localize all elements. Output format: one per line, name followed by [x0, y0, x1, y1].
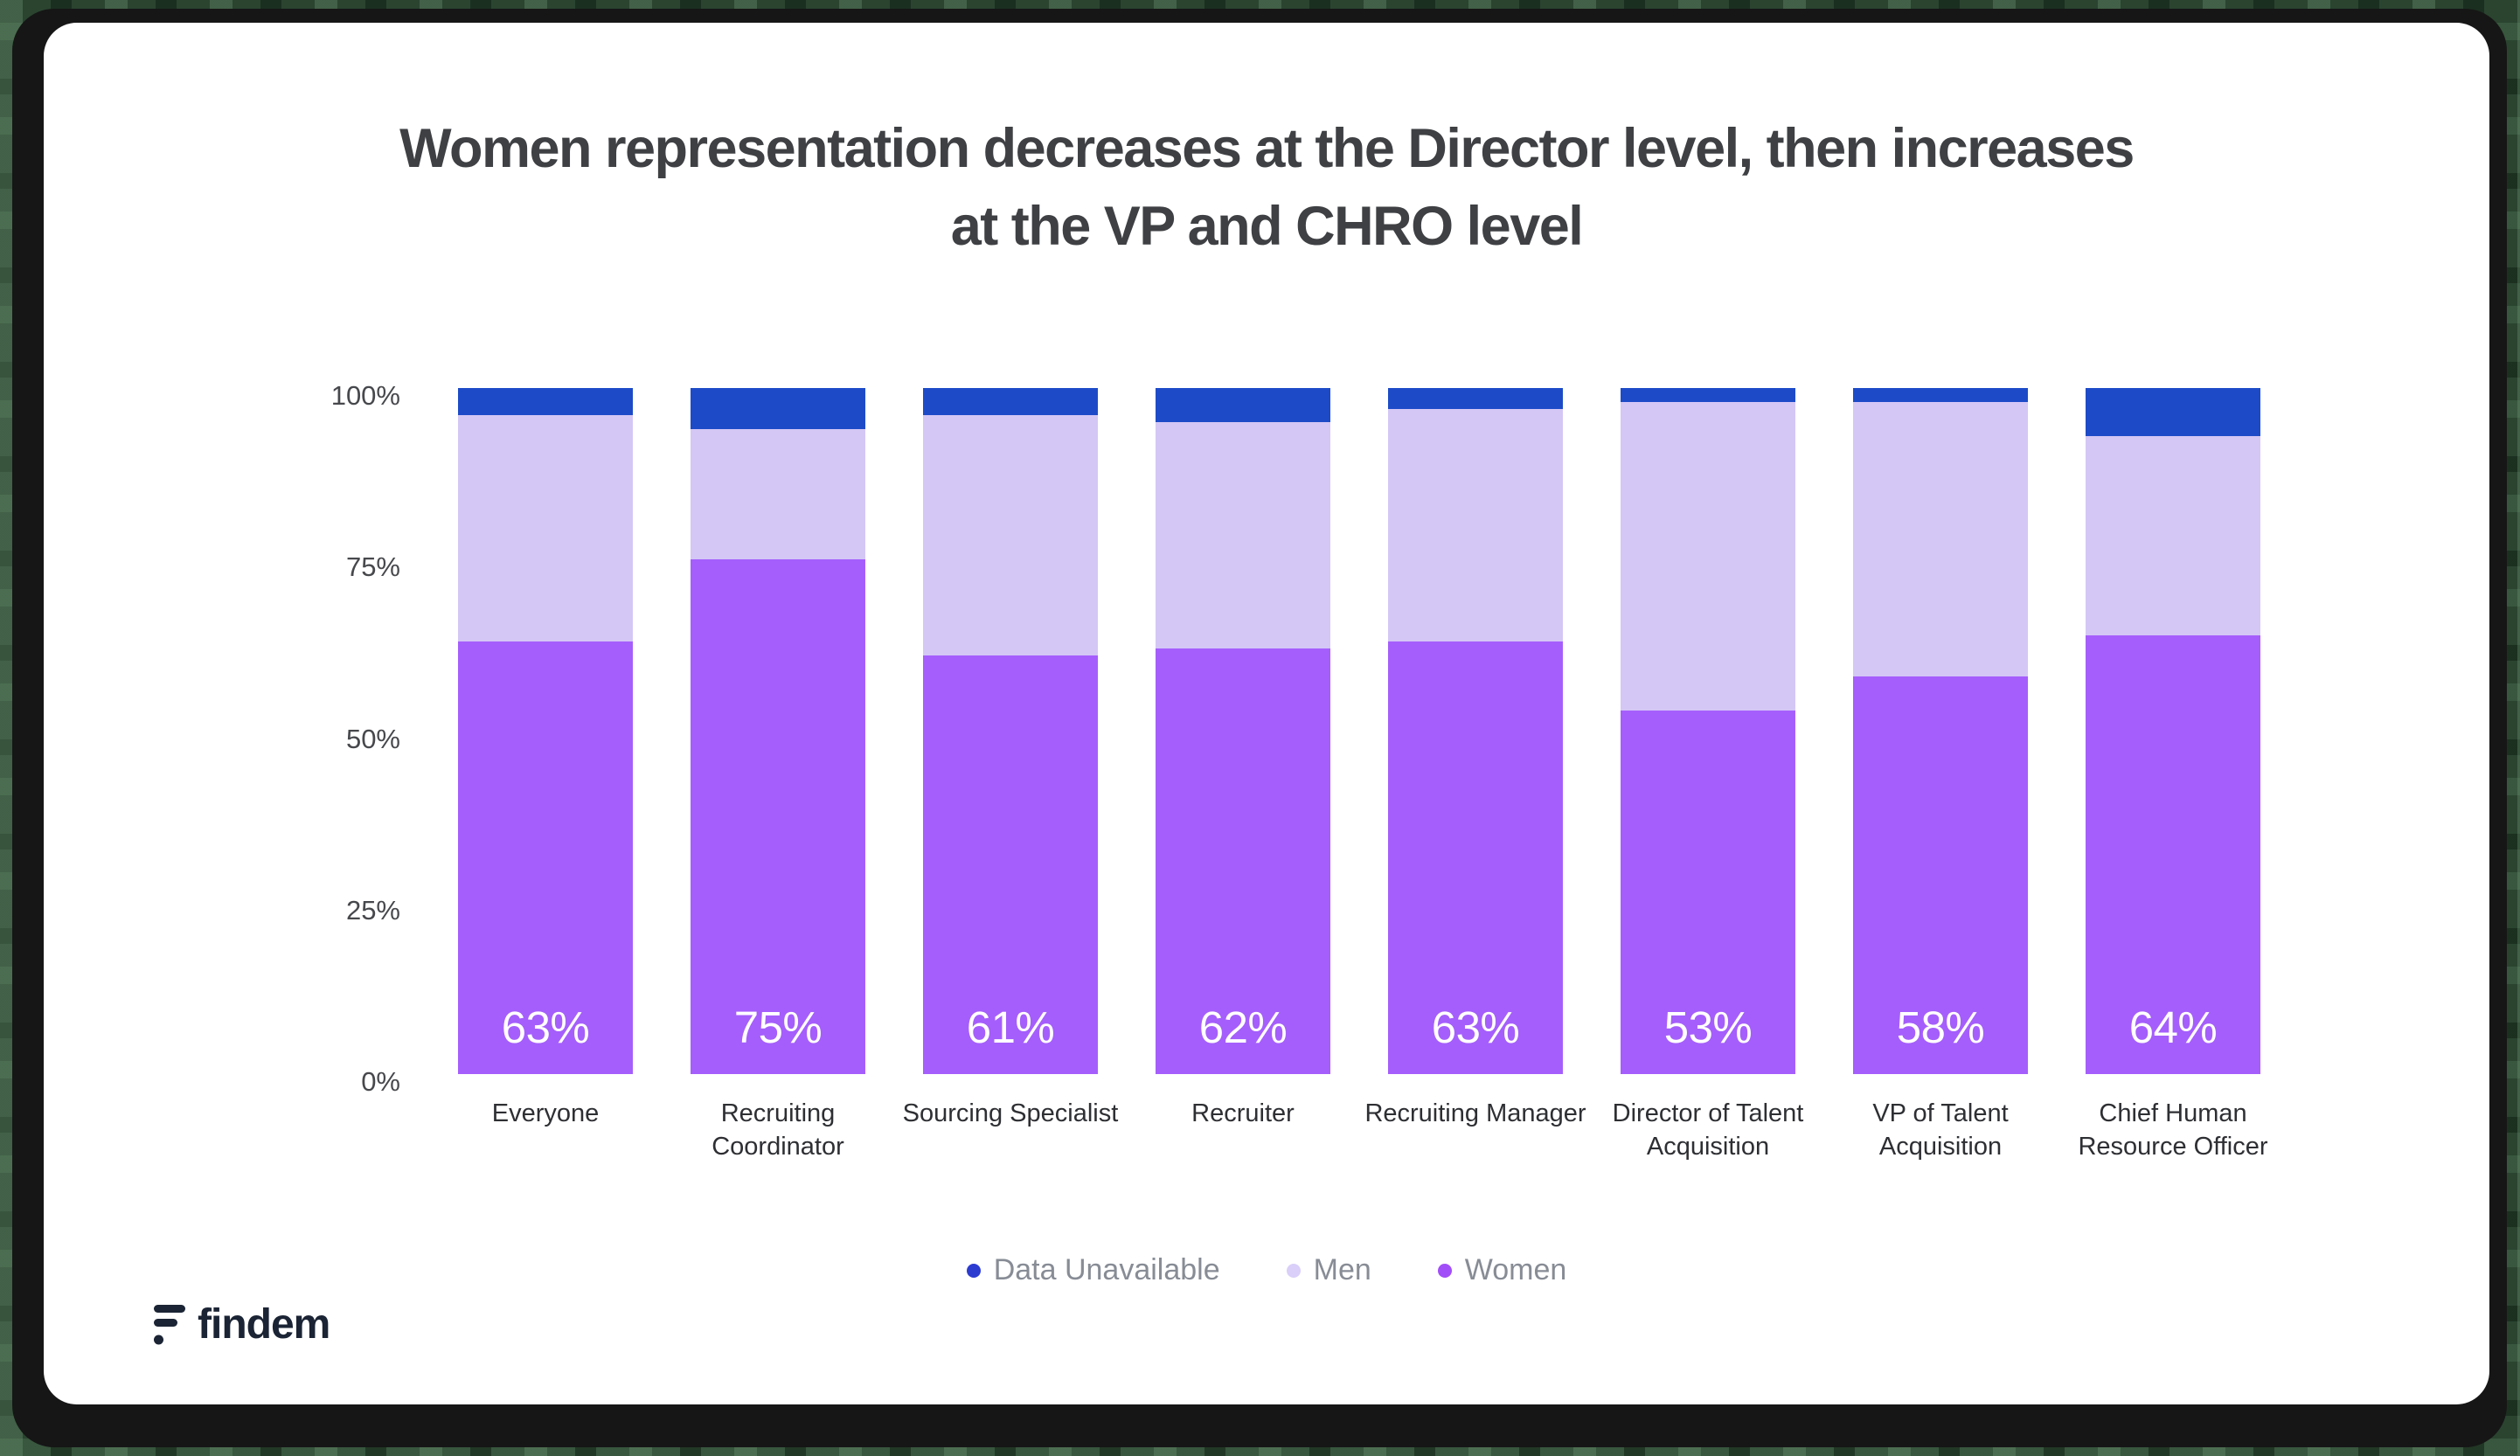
brand-lockup: findem: [154, 1300, 330, 1349]
segment-men-recruiting-manager: [1388, 408, 1563, 642]
bars-container: 63% Everyone 75% Recruiting Coordinator 61% S…: [458, 388, 2268, 1161]
segment-unavailable-everyone: [458, 388, 633, 416]
bar-director-of-talent-acquisition: 53% Director of Talent Acquisition: [1613, 388, 1803, 1161]
bar-value-label-everyone: 63%: [501, 1002, 590, 1052]
segment-women-sourcing-specialist: [923, 655, 1098, 1074]
segment-women-recruiting-manager: [1388, 641, 1563, 1074]
y-tick-100: 100%: [330, 380, 400, 411]
y-tick-50: 50%: [345, 723, 400, 754]
bar-everyone: 63% Everyone: [458, 388, 633, 1127]
segment-men-chief-human-resource-officer: [2086, 435, 2260, 635]
legend-label-men: Men: [1313, 1253, 1371, 1286]
brand-wordmark: findem: [198, 1301, 330, 1348]
legend-dot-icon-men: [1286, 1263, 1301, 1278]
segment-unavailable-recruiting-manager: [1388, 388, 1563, 409]
bar-recruiting-coordinator: 75% Recruiting Coordinator: [691, 388, 865, 1161]
findem-logo-icon: [154, 1304, 185, 1345]
segment-women-recruiter: [1156, 648, 1330, 1074]
legend-label-women: Women: [1464, 1253, 1567, 1286]
segment-men-vp-of-talent-acquisition: [1853, 401, 2028, 676]
bar-value-label-recruiting-coordinator: 75%: [733, 1002, 823, 1052]
outer-frame: Women representation decreases at the Di…: [12, 9, 2507, 1447]
category-label-recruiter: Recruiter: [1191, 1099, 1295, 1127]
legend-label-data-unavailable: Data Unavailable: [993, 1253, 1220, 1286]
bar-sourcing-specialist: 61% Sourcing Specialist: [903, 388, 1118, 1127]
segment-unavailable-chief-human-resource-officer: [2086, 388, 2260, 436]
legend-dot-icon-women: [1437, 1263, 1452, 1278]
y-tick-0: 0%: [361, 1066, 400, 1097]
chart-title-line-2: at the VP and CHRO level: [950, 196, 1584, 257]
bar-value-label-sourcing-specialist: 61%: [966, 1002, 1055, 1052]
y-tick-75: 75%: [345, 551, 400, 583]
segment-women-director-of-talent-acquisition: [1621, 710, 1795, 1074]
legend-item-men: Men: [1286, 1253, 1371, 1287]
category-label-everyone: Everyone: [491, 1099, 600, 1127]
bar-value-label-director-of-talent-acquisition: 53%: [1663, 1002, 1753, 1052]
bar-value-label-recruiting-manager: 63%: [1431, 1002, 1520, 1052]
legend-dot-icon-data-unavailable: [966, 1263, 981, 1278]
segment-unavailable-director-of-talent-acquisition: [1621, 388, 1795, 402]
bar-chief-human-resource-officer: 64% Chief Human Resource Officer: [2078, 388, 2268, 1161]
segment-women-chief-human-resource-officer: [2086, 634, 2260, 1074]
chart-card: Women representation decreases at the Di…: [44, 23, 2489, 1404]
legend-item-women: Women: [1437, 1253, 1567, 1287]
segment-women-vp-of-talent-acquisition: [1853, 676, 2028, 1074]
segment-men-sourcing-specialist: [923, 415, 1098, 656]
bar-recruiter: 62% Recruiter: [1156, 388, 1330, 1127]
category-label-vp-of-talent-acquisition: VP of Talent Acquisition: [1872, 1099, 2009, 1161]
bar-vp-of-talent-acquisition: 58% VP of Talent Acquisition: [1853, 388, 2028, 1161]
category-label-sourcing-specialist: Sourcing Specialist: [902, 1099, 1119, 1127]
segment-women-recruiting-coordinator: [691, 559, 865, 1074]
chart-title: Women representation decreases at the Di…: [44, 110, 2489, 266]
category-label-recruiting-coordinator: Recruiting Coordinator: [712, 1099, 844, 1161]
legend-item-data-unavailable: Data Unavailable: [966, 1253, 1220, 1287]
category-label-director-of-talent-acquisition: Director of Talent Acquisition: [1612, 1099, 1804, 1161]
segment-unavailable-sourcing-specialist: [923, 388, 1098, 416]
category-label-recruiting-manager: Recruiting Manager: [1364, 1099, 1586, 1127]
segment-unavailable-recruiting-coordinator: [691, 388, 865, 430]
segment-unavailable-vp-of-talent-acquisition: [1853, 388, 2028, 402]
segment-men-recruiting-coordinator: [691, 429, 865, 560]
segment-men-recruiter: [1156, 422, 1330, 649]
bar-value-label-chief-human-resource-officer: 64%: [2128, 1002, 2218, 1052]
y-tick-25: 25%: [345, 894, 400, 926]
bar-value-label-vp-of-talent-acquisition: 58%: [1896, 1002, 1985, 1052]
bar-chart-plot: 63% Everyone 75% Recruiting Coordinator 61% S…: [458, 388, 2268, 1161]
segment-men-everyone: [458, 415, 633, 642]
segment-men-director-of-talent-acquisition: [1621, 401, 1795, 711]
chart-title-line-1: Women representation decreases at the Di…: [399, 118, 2135, 179]
segment-women-everyone: [458, 641, 633, 1074]
chart-legend: Data Unavailable Men Women: [44, 1253, 2489, 1287]
category-label-chief-human-resource-officer: Chief Human Resource Officer: [2078, 1099, 2268, 1161]
bar-value-label-recruiter: 62%: [1198, 1002, 1288, 1052]
y-axis: 100% 75% 50% 25% 0%: [44, 380, 400, 1097]
bar-recruiting-manager: 63% Recruiting Manager: [1364, 388, 1586, 1127]
segment-unavailable-recruiter: [1156, 388, 1330, 423]
